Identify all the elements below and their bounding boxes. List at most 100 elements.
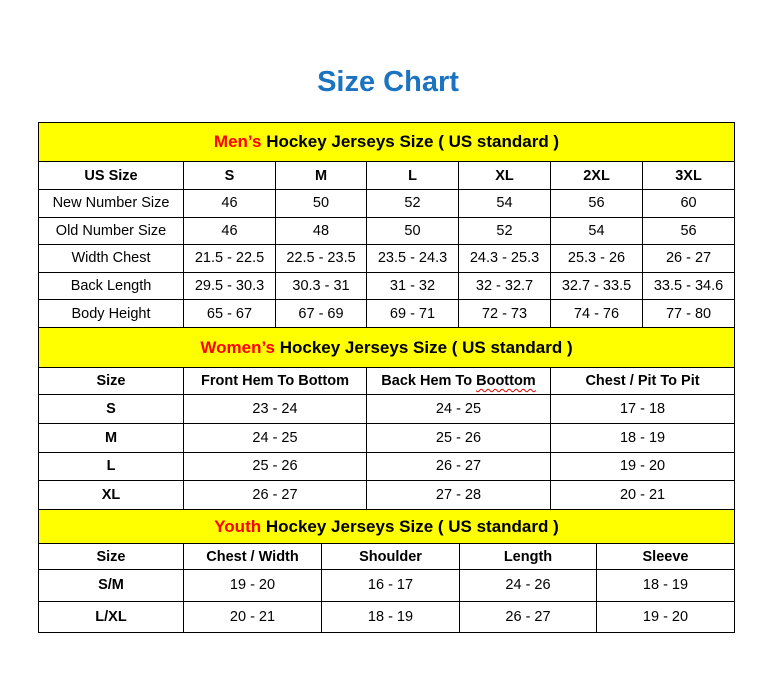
table-cell: 26 - 27 <box>183 480 367 510</box>
header-cell: US Size <box>38 161 184 190</box>
table-cell: 17 - 18 <box>549 394 736 424</box>
row-label-cell: Back Length <box>38 271 184 301</box>
table-row: Width Chest 21.5 - 22.5 22.5 - 23.5 23.5 - … <box>38 244 736 273</box>
header-cell: Chest / Pit To Pit <box>549 367 736 395</box>
row-label-cell: XL <box>38 480 184 510</box>
table-cell: 46 <box>183 189 276 218</box>
table-cell: 25.3 - 26 <box>550 244 643 273</box>
table-cell: 56 <box>641 216 736 246</box>
table-cell: 60 <box>641 189 736 218</box>
table-cell: 16 - 17 <box>321 569 460 602</box>
women-size-table: Women’s Hockey Jerseys Size ( US standar… <box>37 327 736 510</box>
table-cell: 20 - 21 <box>549 480 736 510</box>
table-cell: 24 - 25 <box>366 394 551 424</box>
row-label-cell: Width Chest <box>38 244 184 273</box>
header-cell: 3XL <box>641 161 736 190</box>
header-cell: S <box>183 161 276 190</box>
table-row: XL 26 - 27 27 - 28 20 - 21 <box>38 480 736 510</box>
table-cell: 32.7 - 33.5 <box>550 271 643 301</box>
page-title: Size Chart <box>317 66 459 98</box>
header-cell: 2XL <box>550 161 643 190</box>
header-cell: M <box>275 161 367 190</box>
table-row: L 25 - 26 26 - 27 19 - 20 <box>38 451 736 482</box>
table-cell: 26 - 27 <box>641 244 736 273</box>
table-row: S/M 19 - 20 16 - 17 24 - 26 18 - 19 <box>38 569 736 602</box>
table-cell: 25 - 26 <box>366 422 551 453</box>
women-banner-text: Hockey Jerseys Size ( US standard ) <box>279 337 573 357</box>
table-cell: 77 - 80 <box>641 299 736 328</box>
men-label: Men’s <box>213 132 262 151</box>
table-cell: 67 - 69 <box>275 299 367 328</box>
table-row: Back Length 29.5 - 30.3 30.3 - 31 31 - 32 32… <box>38 271 736 301</box>
header-cell: L <box>366 161 459 190</box>
header-cell: Length <box>459 543 597 570</box>
table-cell: 30.3 - 31 <box>275 271 367 301</box>
men-banner: Men’s Hockey Jerseys Size ( US standard … <box>37 122 736 162</box>
table-cell: 72 - 73 <box>458 299 551 328</box>
header-cell: Size <box>38 367 184 395</box>
header-text: Back Hem To <box>381 373 477 389</box>
table-cell: 18 - 19 <box>549 422 736 453</box>
header-cell: Back Hem To Boottom <box>366 367 551 395</box>
men-banner-text: Hockey Jerseys Size ( US standard ) <box>266 132 560 151</box>
women-header-row: Size Front Hem To Bottom Back Hem To Boo… <box>38 367 736 395</box>
table-cell: 19 - 20 <box>183 569 322 602</box>
table-cell: 54 <box>550 216 643 246</box>
table-cell: 29.5 - 30.3 <box>183 271 276 301</box>
row-label-cell: S/M <box>38 569 184 602</box>
row-label-cell: M <box>38 422 184 453</box>
table-cell: 27 - 28 <box>366 480 551 510</box>
women-banner: Women’s Hockey Jerseys Size ( US standar… <box>37 327 736 368</box>
row-label-cell: Body Height <box>38 299 184 328</box>
table-cell: 52 <box>366 189 459 218</box>
table-cell: 21.5 - 22.5 <box>183 244 276 273</box>
table-cell: 56 <box>550 189 643 218</box>
table-row: New Number Size 46 50 52 54 56 60 <box>38 189 736 218</box>
table-cell: 19 - 20 <box>595 600 736 633</box>
row-label-cell: L <box>38 451 184 482</box>
table-cell: 23.5 - 24.3 <box>366 244 459 273</box>
table-cell: 23 - 24 <box>183 394 367 424</box>
youth-banner-text: Hockey Jerseys Size ( US standard ) <box>265 516 559 536</box>
table-cell: 25 - 26 <box>183 451 367 482</box>
header-cell: XL <box>458 161 551 190</box>
table-cell: 22.5 - 23.5 <box>275 244 367 273</box>
header-cell: Chest / Width <box>183 543 322 570</box>
table-cell: 24.3 - 25.3 <box>458 244 551 273</box>
table-cell: 24 - 26 <box>459 569 597 602</box>
youth-banner: Youth Hockey Jerseys Size ( US standard … <box>37 509 736 544</box>
table-cell: 50 <box>366 216 459 246</box>
table-cell: 18 - 19 <box>595 569 736 602</box>
row-label-cell: L/XL <box>38 600 184 633</box>
table-row: M 24 - 25 25 - 26 18 - 19 <box>38 422 736 453</box>
table-cell: 26 - 27 <box>459 600 597 633</box>
header-cell: Front Hem To Bottom <box>183 367 367 395</box>
men-size-table: Men’s Hockey Jerseys Size ( US standard … <box>37 122 736 328</box>
table-cell: 54 <box>458 189 551 218</box>
youth-header-row: Size Chest / Width Shoulder Length Sleev… <box>38 543 736 570</box>
table-cell: 31 - 32 <box>366 271 459 301</box>
table-row: L/XL 20 - 21 18 - 19 26 - 27 19 - 20 <box>38 600 736 633</box>
table-cell: 50 <box>275 189 367 218</box>
table-cell: 33.5 - 34.6 <box>641 271 736 301</box>
table-row: Body Height 65 - 67 67 - 69 69 - 71 72 - 73 7… <box>38 299 736 328</box>
table-cell: 74 - 76 <box>550 299 643 328</box>
table-cell: 19 - 20 <box>549 451 736 482</box>
table-cell: 24 - 25 <box>183 422 367 453</box>
table-row: Old Number Size 46 48 50 52 54 56 <box>38 216 736 246</box>
table-cell: 32 - 32.7 <box>458 271 551 301</box>
women-label: Women’s <box>200 337 275 357</box>
row-label-cell: Old Number Size <box>38 216 184 246</box>
misspelled-word: Boottom <box>476 373 536 389</box>
table-cell: 46 <box>183 216 276 246</box>
row-label-cell: New Number Size <box>38 189 184 218</box>
header-cell: Shoulder <box>321 543 460 570</box>
youth-size-table: Youth Hockey Jerseys Size ( US standard … <box>37 509 736 633</box>
table-cell: 65 - 67 <box>183 299 276 328</box>
table-cell: 69 - 71 <box>366 299 459 328</box>
table-cell: 26 - 27 <box>366 451 551 482</box>
header-cell: Size <box>38 543 184 570</box>
table-cell: 18 - 19 <box>321 600 460 633</box>
row-label-cell: S <box>38 394 184 424</box>
table-cell: 48 <box>275 216 367 246</box>
